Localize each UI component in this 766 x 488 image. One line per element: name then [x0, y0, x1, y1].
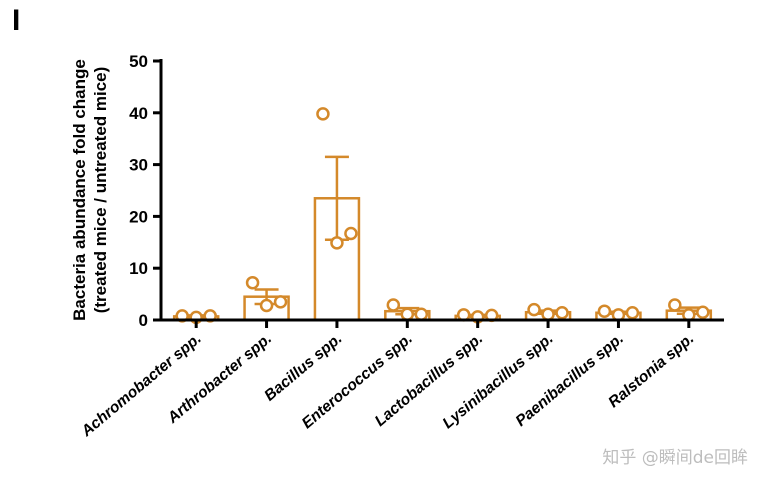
data-point — [696, 305, 710, 319]
y-tick-label: 0 — [139, 311, 148, 330]
y-axis-label-line2: (treated mice / untreated mice) — [91, 67, 110, 314]
data-point — [344, 226, 358, 241]
data-point — [541, 307, 555, 322]
data-point — [597, 304, 612, 318]
data-point — [400, 307, 415, 322]
y-tick-label: 20 — [129, 207, 148, 226]
y-tick-label: 30 — [129, 156, 148, 175]
x-tick-label: Achromobacter spp. — [78, 330, 205, 441]
y-tick-label: 40 — [129, 104, 148, 123]
data-point — [625, 305, 640, 320]
data-point — [527, 302, 541, 317]
y-tick-label: 50 — [129, 52, 148, 71]
y-tick-label: 10 — [129, 259, 148, 278]
y-axis-label-line1: Bacteria abundance fold change — [70, 59, 89, 321]
data-point — [414, 307, 429, 322]
data-point — [330, 236, 344, 250]
data-point — [668, 298, 682, 312]
y-axis-label: Bacteria abundance fold change (treated … — [70, 59, 110, 321]
data-point — [316, 107, 330, 121]
data-point — [386, 298, 401, 312]
watermark: 知乎 @瞬间de回眸 — [602, 448, 748, 468]
data-point — [245, 275, 260, 290]
panel-letter: I — [12, 4, 20, 37]
data-point — [555, 305, 569, 320]
data-point — [259, 298, 274, 313]
data-point — [273, 295, 288, 309]
